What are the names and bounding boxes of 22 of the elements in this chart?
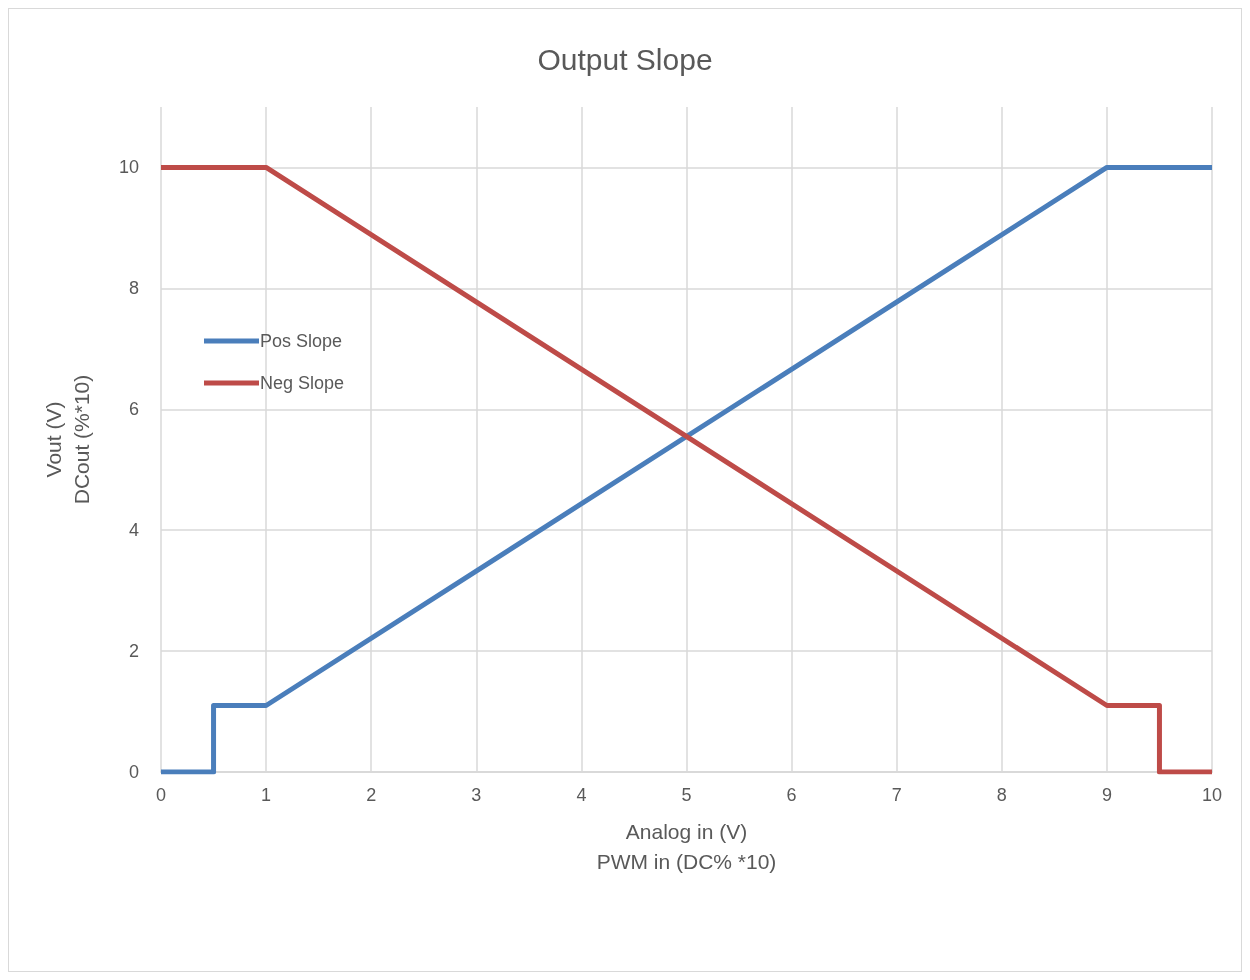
x-tick-label: 3 xyxy=(471,785,482,805)
y-tick-label: 6 xyxy=(128,399,139,420)
x-tick-label: 8 xyxy=(996,785,1007,805)
y-tick-label: 4 xyxy=(128,520,139,541)
legend-label: Neg Slope xyxy=(260,373,345,393)
x-tick-label: 5 xyxy=(681,785,692,805)
x-axis-title: Analog in (V) PWM in (DC% *10) xyxy=(596,819,777,873)
x-tick-label: 7 xyxy=(891,785,902,805)
y-tick-label: 8 xyxy=(128,278,139,299)
x-tick-label: 6 xyxy=(786,785,797,805)
x-tick-label: 2 xyxy=(366,785,377,805)
y-tick-label: 2 xyxy=(128,641,139,662)
chart-title: Output Slope xyxy=(537,42,713,76)
y-tick-label: 10 xyxy=(118,157,139,178)
x-tick-label: 4 xyxy=(576,785,587,805)
x-tick-label: 0 xyxy=(155,785,167,805)
legend-label: Pos Slope xyxy=(260,331,343,351)
y-axis-title: Vout (V) DCout (%*10) xyxy=(41,374,93,505)
x-tick-label: 10 xyxy=(1201,785,1223,805)
x-tick-label: 9 xyxy=(1101,785,1112,805)
x-tick-label: 1 xyxy=(261,785,272,805)
y-tick-label: 0 xyxy=(128,762,139,782)
